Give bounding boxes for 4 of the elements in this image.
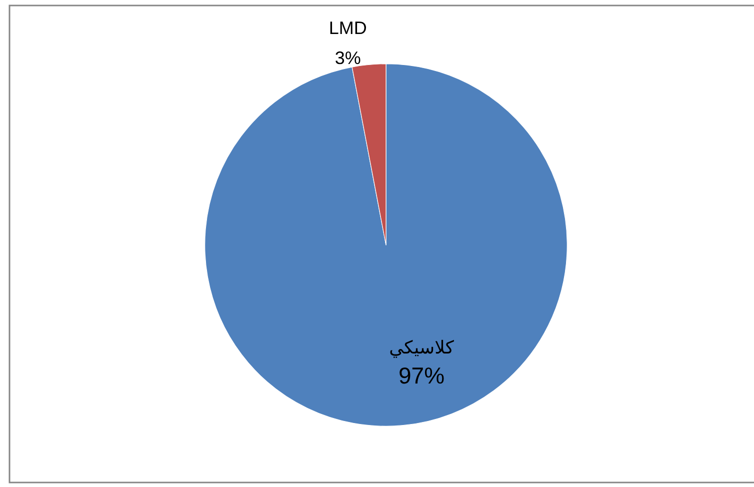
- data-label: 3%: [334, 48, 361, 68]
- slice-label: كلاسيكي: [389, 337, 454, 358]
- slice-label: LMD: [328, 18, 367, 38]
- data-label: 97%: [398, 362, 445, 388]
